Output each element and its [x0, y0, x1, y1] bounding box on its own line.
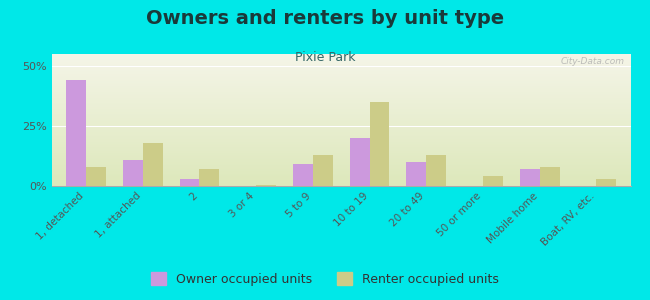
- Bar: [370, 102, 389, 186]
- Bar: [143, 143, 162, 186]
- Bar: [66, 80, 86, 186]
- Bar: [293, 164, 313, 186]
- Bar: [200, 169, 219, 186]
- Bar: [179, 179, 200, 186]
- Bar: [86, 167, 106, 186]
- Bar: [350, 138, 370, 186]
- Bar: [406, 162, 426, 186]
- Text: Owners and renters by unit type: Owners and renters by unit type: [146, 9, 504, 28]
- Bar: [520, 169, 540, 186]
- Bar: [540, 167, 560, 186]
- Bar: [426, 155, 446, 186]
- Bar: [123, 160, 143, 186]
- Bar: [483, 176, 503, 186]
- Bar: [256, 185, 276, 186]
- Bar: [597, 179, 616, 186]
- Bar: [313, 155, 333, 186]
- Text: Pixie Park: Pixie Park: [294, 51, 356, 64]
- Text: City-Data.com: City-Data.com: [561, 57, 625, 66]
- Legend: Owner occupied units, Renter occupied units: Owner occupied units, Renter occupied un…: [146, 267, 504, 291]
